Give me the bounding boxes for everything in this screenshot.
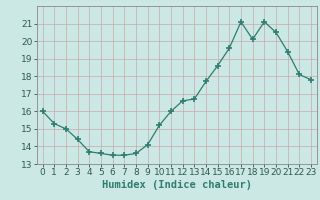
X-axis label: Humidex (Indice chaleur): Humidex (Indice chaleur) xyxy=(102,180,252,190)
